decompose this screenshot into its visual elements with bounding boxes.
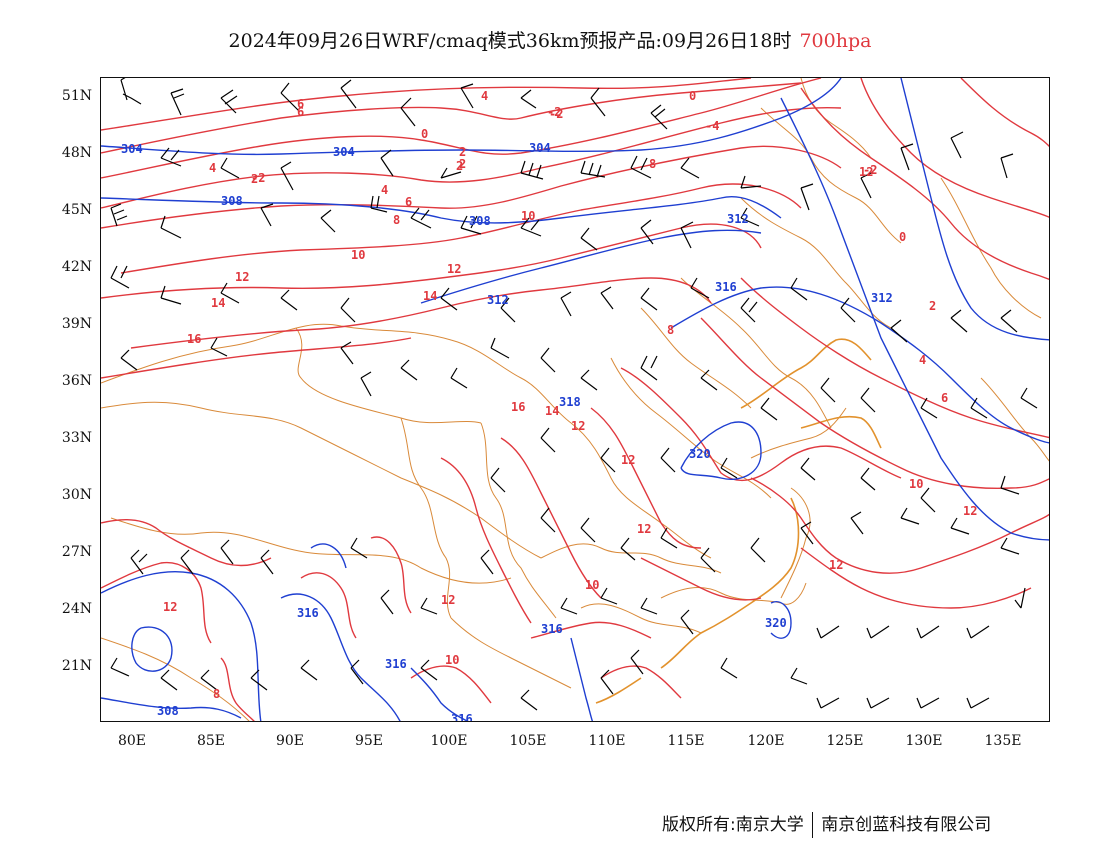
- height-label: 308: [469, 214, 491, 228]
- lat-label: 36N: [61, 373, 92, 389]
- height-label: 308: [221, 194, 243, 208]
- temp-label: 2: [251, 172, 258, 186]
- temp-label: -2: [547, 105, 561, 119]
- temp-label: -2: [549, 107, 563, 121]
- temp-label: 8: [667, 323, 674, 337]
- lat-label: 33N: [61, 430, 92, 446]
- temp-label: 8: [213, 687, 220, 701]
- temp-label: 6: [405, 195, 412, 209]
- temp-label: 2: [456, 159, 463, 173]
- height-contours: [101, 78, 1049, 721]
- height-label: 316: [297, 606, 319, 620]
- temp-label: 6: [297, 105, 304, 119]
- temp-label: 4: [919, 353, 926, 367]
- temp-label: -4: [705, 119, 719, 133]
- lat-label: 21N: [61, 658, 92, 674]
- height-label: 304: [529, 141, 551, 155]
- height-label: 318: [559, 395, 581, 409]
- temp-label: 0: [899, 230, 906, 244]
- temperature-labels: 6 4 2 0 -2 2 4 2 6 8 -2 -4 0 -2 2 4 6 8 …: [163, 89, 977, 701]
- lon-label: 85E: [196, 733, 226, 749]
- temp-label: 0: [421, 127, 428, 141]
- temp-label: 14: [423, 289, 437, 303]
- lat-label: 24N: [61, 601, 92, 617]
- temp-label: 12: [163, 600, 177, 614]
- height-labels: 304 304 304 308 308 312 312 316 312 320 …: [121, 141, 893, 722]
- lat-label: 27N: [61, 544, 92, 560]
- copyright-notice: 版权所有:南京大学 南京创蓝科技有限公司: [662, 810, 991, 838]
- lon-label: 135E: [984, 733, 1022, 749]
- temp-label: 12: [441, 593, 455, 607]
- copyright-separator: [811, 812, 814, 838]
- temp-label: 10: [909, 477, 923, 491]
- temp-label: 2: [929, 299, 936, 313]
- lat-label: 45N: [61, 202, 92, 218]
- height-label: 320: [689, 447, 711, 461]
- temp-label: -2: [251, 171, 265, 185]
- height-label: 312: [727, 212, 749, 226]
- height-label: 304: [333, 145, 355, 159]
- lon-label: 110E: [588, 733, 626, 749]
- temp-label: 12: [859, 165, 873, 179]
- temp-label: 4: [209, 161, 216, 175]
- temp-label: 12: [637, 522, 651, 536]
- lon-label: 115E: [667, 733, 705, 749]
- lat-label: 30N: [61, 487, 92, 503]
- temp-label: 2: [459, 157, 466, 171]
- temp-label: 16: [187, 332, 201, 346]
- height-label: 316: [715, 280, 737, 294]
- copyright-right: 南京创蓝科技有限公司: [821, 815, 992, 835]
- temp-label: 10: [585, 578, 599, 592]
- height-label: 312: [871, 291, 893, 305]
- temp-label: 10: [351, 248, 365, 262]
- height-label: 308: [157, 704, 179, 718]
- lon-label: 100E: [430, 733, 468, 749]
- temp-label: 12: [447, 262, 461, 276]
- temp-label: 8: [649, 157, 656, 171]
- map-canvas: 6 4 2 0 -2 2 4 2 6 8 -2 -4 0 -2 2 4 6 8 …: [101, 78, 1049, 722]
- lon-label: 120E: [747, 733, 785, 749]
- height-label: 320: [765, 616, 787, 630]
- wind-barbs: [110, 78, 1038, 711]
- coastline: [595, 338, 882, 704]
- temp-label: 6: [297, 97, 304, 111]
- temp-label: 2: [459, 145, 466, 159]
- temp-label: 16: [511, 400, 525, 414]
- weather-map: 6 4 2 0 -2 2 4 2 6 8 -2 -4 0 -2 2 4 6 8 …: [100, 77, 1050, 722]
- temp-label: 14: [211, 296, 225, 310]
- lat-label: 42N: [61, 259, 92, 275]
- temp-label: 12: [621, 453, 635, 467]
- lat-label: 39N: [61, 316, 92, 332]
- temp-label: 10: [521, 209, 535, 223]
- temp-label: 14: [545, 404, 559, 418]
- height-label: 316: [385, 657, 407, 671]
- temp-label: 6: [941, 391, 948, 405]
- lon-label: 105E: [509, 733, 547, 749]
- lat-label: 48N: [61, 145, 92, 161]
- lat-label: 51N: [61, 88, 92, 104]
- lon-label: 125E: [826, 733, 864, 749]
- height-label: 312: [487, 293, 509, 307]
- lon-label: 90E: [275, 733, 305, 749]
- temp-label: 0: [689, 89, 696, 103]
- temp-label: 10: [445, 653, 459, 667]
- copyright-left: 版权所有:南京大学: [662, 815, 804, 835]
- temp-label: 12: [235, 270, 249, 284]
- temp-label: 12: [963, 504, 977, 518]
- lon-label: 130E: [905, 733, 943, 749]
- temp-label: 4: [481, 89, 488, 103]
- height-label: 316: [541, 622, 563, 636]
- temp-label: 12: [829, 558, 843, 572]
- lon-label: 80E: [117, 733, 147, 749]
- temp-label: 12: [571, 419, 585, 433]
- height-label: 316: [451, 712, 473, 722]
- height-label: 304: [121, 142, 143, 156]
- map-title: 2024年09月26日WRF/cmaq模式36km预报产品:09月26日18时 7…: [0, 26, 1100, 53]
- temp-label: 4: [381, 183, 388, 197]
- temp-label: -2: [863, 163, 877, 177]
- lon-label: 95E: [354, 733, 384, 749]
- pressure-level: 700hpa: [799, 30, 872, 52]
- temp-label: 8: [393, 213, 400, 227]
- title-main: 2024年09月26日WRF/cmaq模式36km预报产品:09月26日18时: [228, 30, 792, 52]
